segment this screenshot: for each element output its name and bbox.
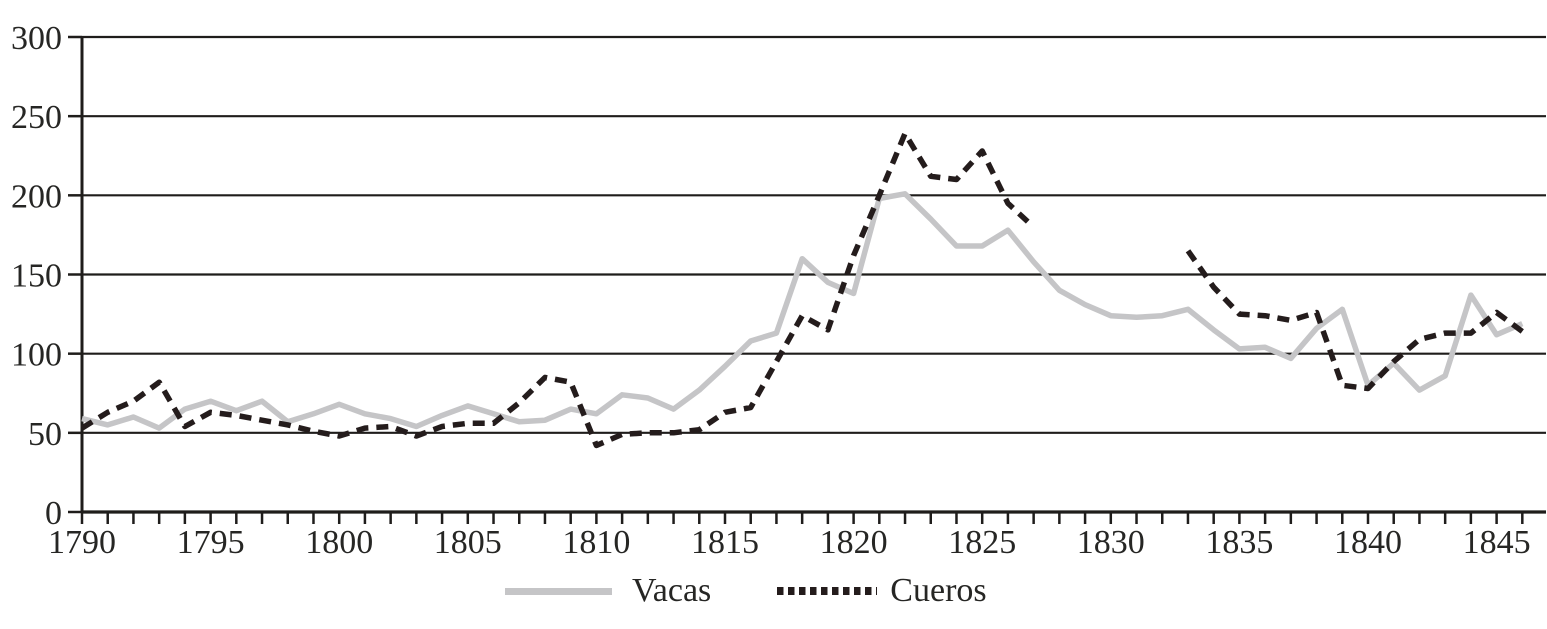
x-tick-label: 1835 bbox=[1205, 524, 1273, 561]
y-tick-label: 150 bbox=[11, 258, 62, 295]
cueros-line-swatch bbox=[777, 587, 878, 595]
y-tick-label: 50 bbox=[28, 416, 62, 453]
vacas-line bbox=[81, 191, 1524, 431]
y-axis-labels: 0 50 100 150 200 250 300 bbox=[11, 20, 62, 532]
legend-label-vacas: Vacas bbox=[632, 572, 712, 609]
x-tick-label: 1790 bbox=[48, 524, 116, 561]
x-tick-label: 1815 bbox=[691, 524, 759, 561]
x-tick-label: 1795 bbox=[177, 524, 245, 561]
y-tick-label: 300 bbox=[11, 20, 62, 57]
y-axis-ticks bbox=[68, 35, 82, 514]
x-axis-labels: 1790 1795 1800 1805 1810 1815 1820 1825 1830 1835… bbox=[48, 524, 1531, 561]
x-tick-label: 1810 bbox=[562, 524, 630, 561]
cueros-line bbox=[80, 130, 1524, 449]
x-tick-label: 1840 bbox=[1334, 524, 1402, 561]
y-tick-label: 200 bbox=[11, 178, 62, 215]
y-tick-label: 250 bbox=[11, 99, 62, 136]
legend: Vacas Cueros bbox=[505, 574, 987, 608]
x-tick-label: 1845 bbox=[1463, 524, 1531, 561]
x-tick-label: 1825 bbox=[948, 524, 1016, 561]
x-tick-label: 1830 bbox=[1077, 524, 1145, 561]
gridlines bbox=[82, 35, 1546, 514]
x-tick-label: 1820 bbox=[820, 524, 888, 561]
x-tick-label: 1805 bbox=[434, 524, 502, 561]
y-tick-label: 100 bbox=[11, 337, 62, 374]
x-axis-ticks bbox=[80, 512, 1524, 524]
vacas-line-swatch bbox=[505, 587, 612, 595]
legend-label-cueros: Cueros bbox=[890, 572, 987, 609]
y-tick-label: 0 bbox=[45, 495, 62, 532]
x-tick-label: 1800 bbox=[305, 524, 373, 561]
